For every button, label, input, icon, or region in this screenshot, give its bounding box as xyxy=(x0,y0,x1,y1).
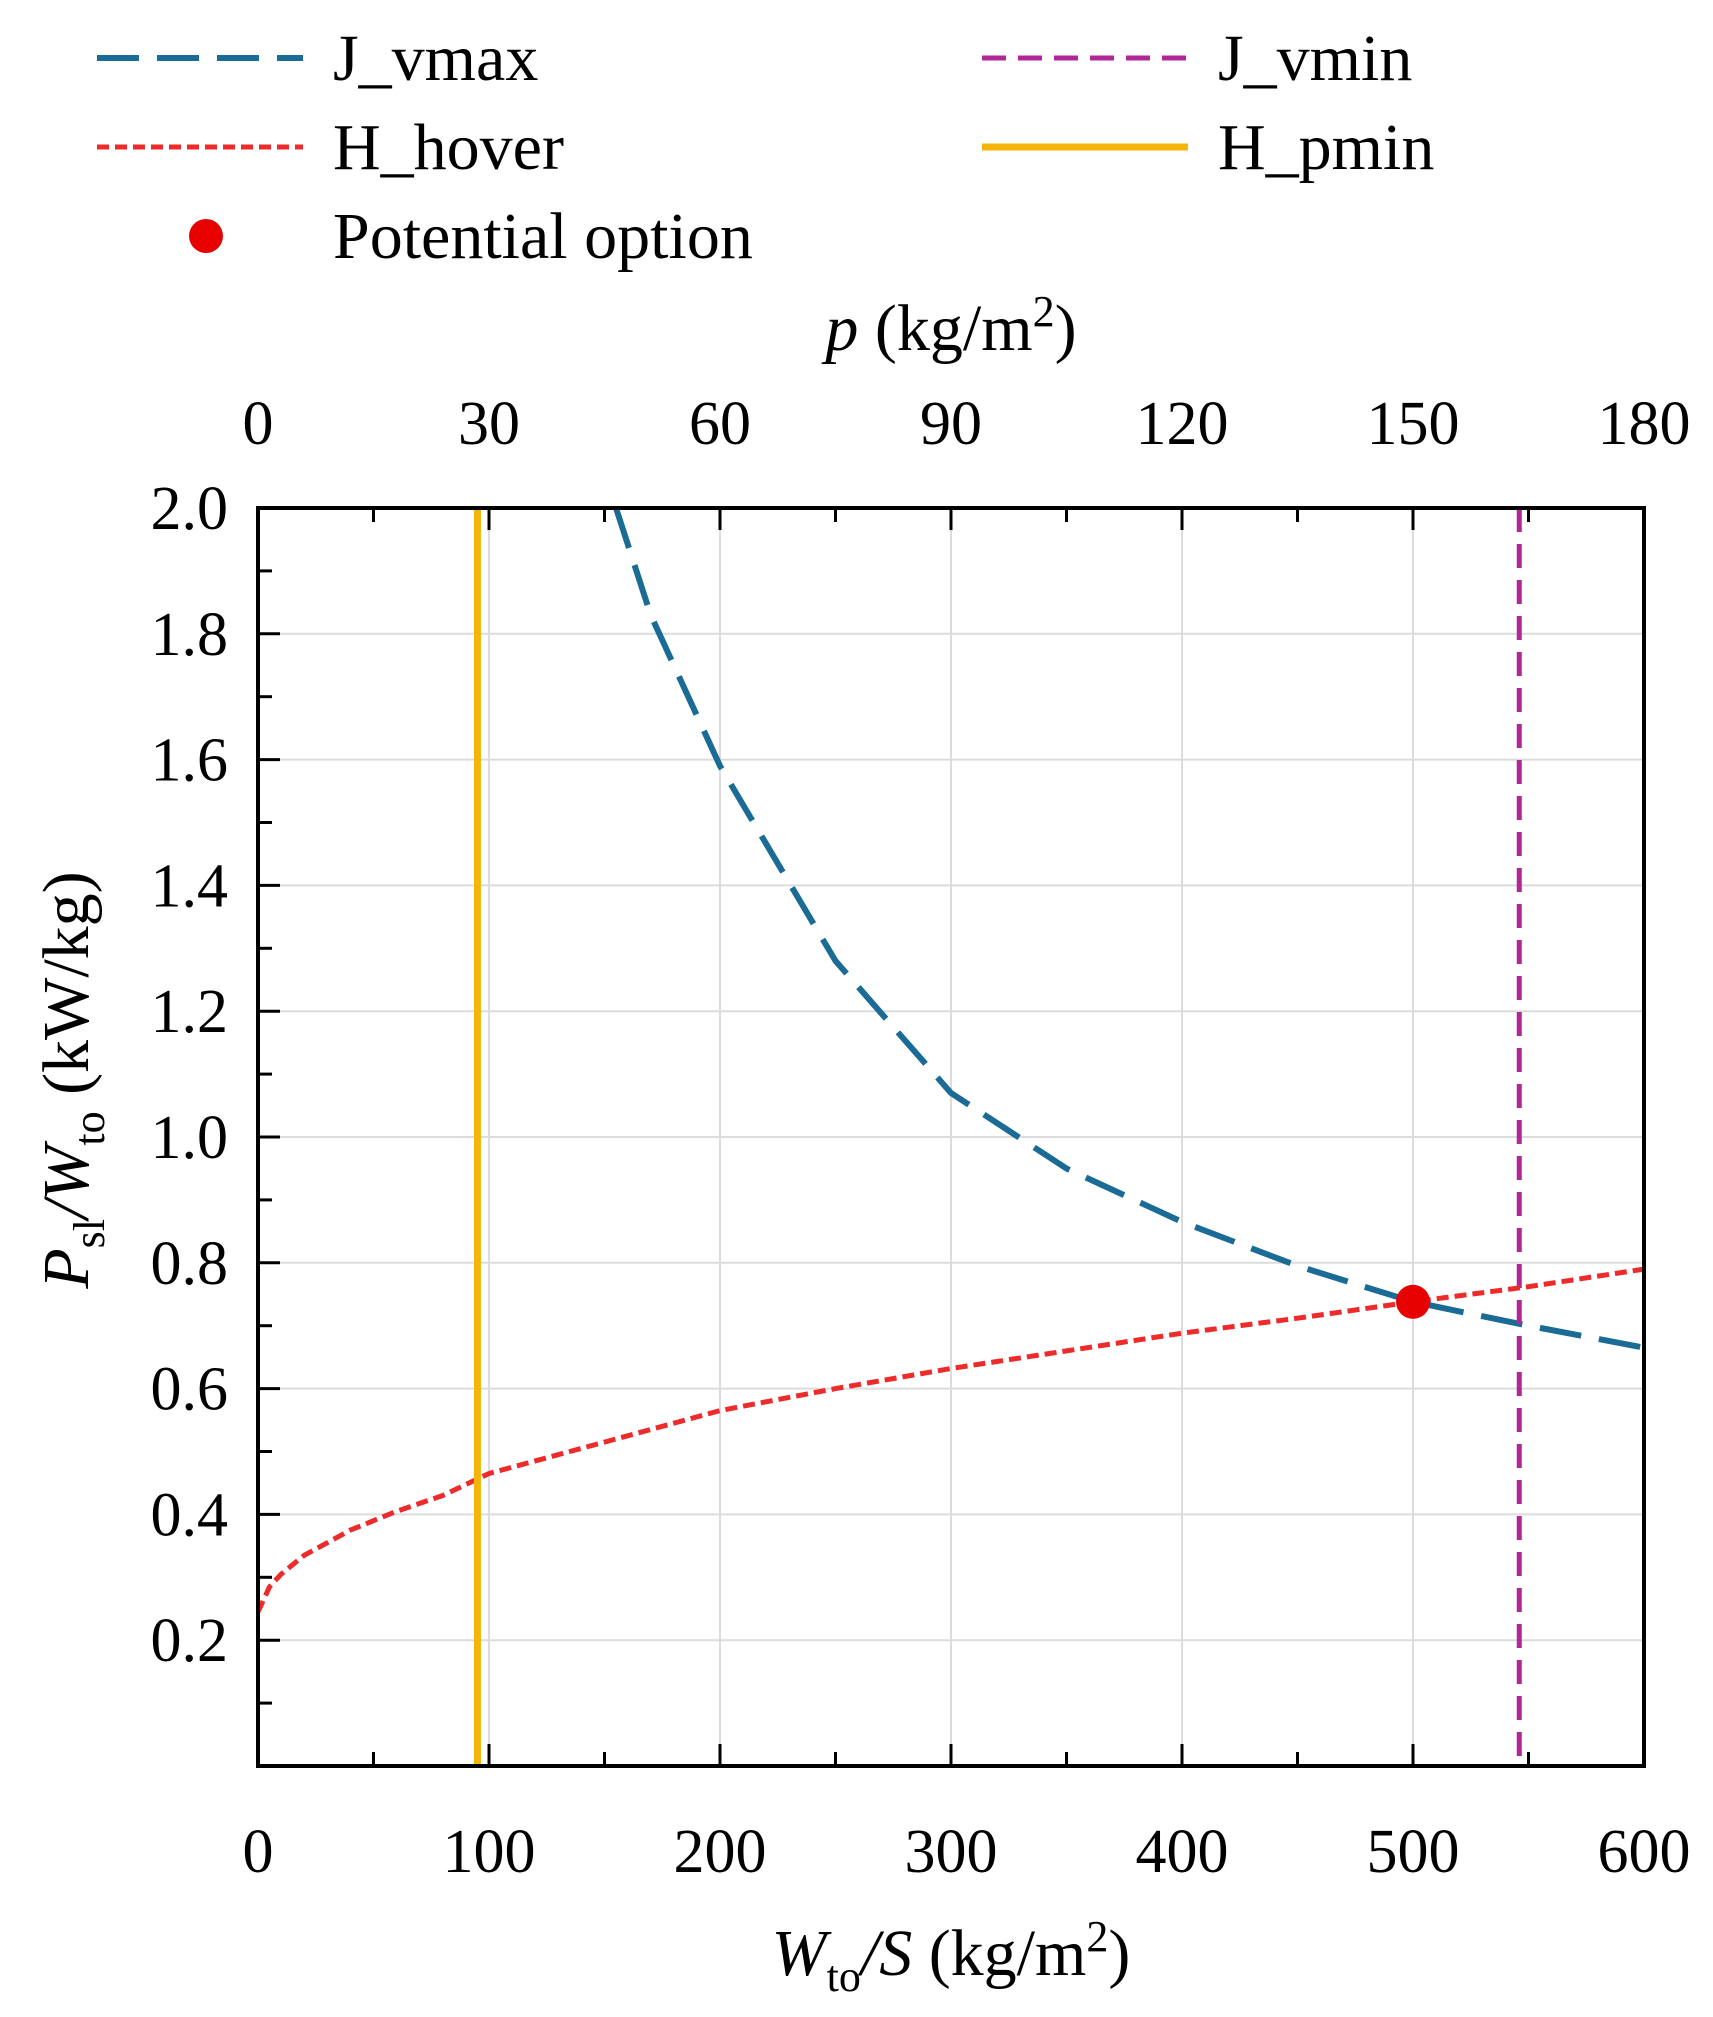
x-bottom-tick-label-400: 400 xyxy=(1136,1818,1229,1886)
x-bottom-tick-label-600: 600 xyxy=(1598,1818,1691,1886)
x-top-tick-label-60: 60 xyxy=(689,390,751,458)
x-top-tick-label-150: 150 xyxy=(1367,390,1460,458)
y-tick-label-0.8: 0.8 xyxy=(151,1230,229,1298)
y-tick-label-1.2: 1.2 xyxy=(151,978,229,1046)
legend-label-j-vmin: J_vmin xyxy=(1218,22,1412,95)
x-top-title: p (kg/m2) xyxy=(821,287,1076,365)
y-tick-label-0.2: 0.2 xyxy=(151,1607,229,1675)
series-layer xyxy=(255,507,1645,1766)
grid xyxy=(258,508,1644,1766)
x-bottom-title: Wto/S (kg/m2) xyxy=(772,1912,1131,2001)
y-tick-label-0.4: 0.4 xyxy=(151,1481,229,1549)
y-tick-label-2: 2.0 xyxy=(151,475,229,543)
series-j-vmax xyxy=(613,507,1645,1351)
x-bottom-tick-label-100: 100 xyxy=(443,1818,536,1886)
x-bottom-tick-label-300: 300 xyxy=(905,1818,998,1886)
legend-swatch-potential-option xyxy=(189,219,223,253)
ticks xyxy=(256,506,1646,1768)
x-top-tick-label-120: 120 xyxy=(1136,390,1229,458)
x-top-tick-label-90: 90 xyxy=(920,390,982,458)
y-tick-label-0.6: 0.6 xyxy=(151,1356,229,1424)
tick-labels: 0 100 200 300 400 500 600 0 30 60 90 120 150 180 0.2 0.… xyxy=(151,390,1691,1886)
x-top-tick-label-0: 0 xyxy=(243,390,274,458)
legend-label-j-vmax: J_vmax xyxy=(333,22,538,95)
point-potential-option xyxy=(1396,1284,1430,1319)
x-top-tick-label-180: 180 xyxy=(1598,390,1691,458)
y-axis-title: Psl/Wto (kW/kg) xyxy=(30,871,114,1289)
y-tick-label-1: 1.0 xyxy=(151,1104,229,1172)
legend-label-potential-option: Potential option xyxy=(333,200,753,273)
points-layer xyxy=(1396,1284,1430,1319)
x-bottom-tick-label-200: 200 xyxy=(674,1818,767,1886)
legend: J_vmax J_vmin H_hover H_pmin Potential optio… xyxy=(97,22,1434,273)
y-tick-label-1.6: 1.6 xyxy=(151,727,229,795)
x-top-tick-label-30: 30 xyxy=(458,390,520,458)
legend-label-h-hover: H_hover xyxy=(333,111,564,184)
legend-label-h-pmin: H_pmin xyxy=(1218,111,1434,184)
y-tick-label-1.8: 1.8 xyxy=(151,601,229,669)
x-bottom-tick-label-500: 500 xyxy=(1367,1818,1460,1886)
x-bottom-tick-label-0: 0 xyxy=(243,1818,274,1886)
series-h-hover xyxy=(255,1266,1645,1613)
y-tick-label-1.4: 1.4 xyxy=(151,852,229,920)
